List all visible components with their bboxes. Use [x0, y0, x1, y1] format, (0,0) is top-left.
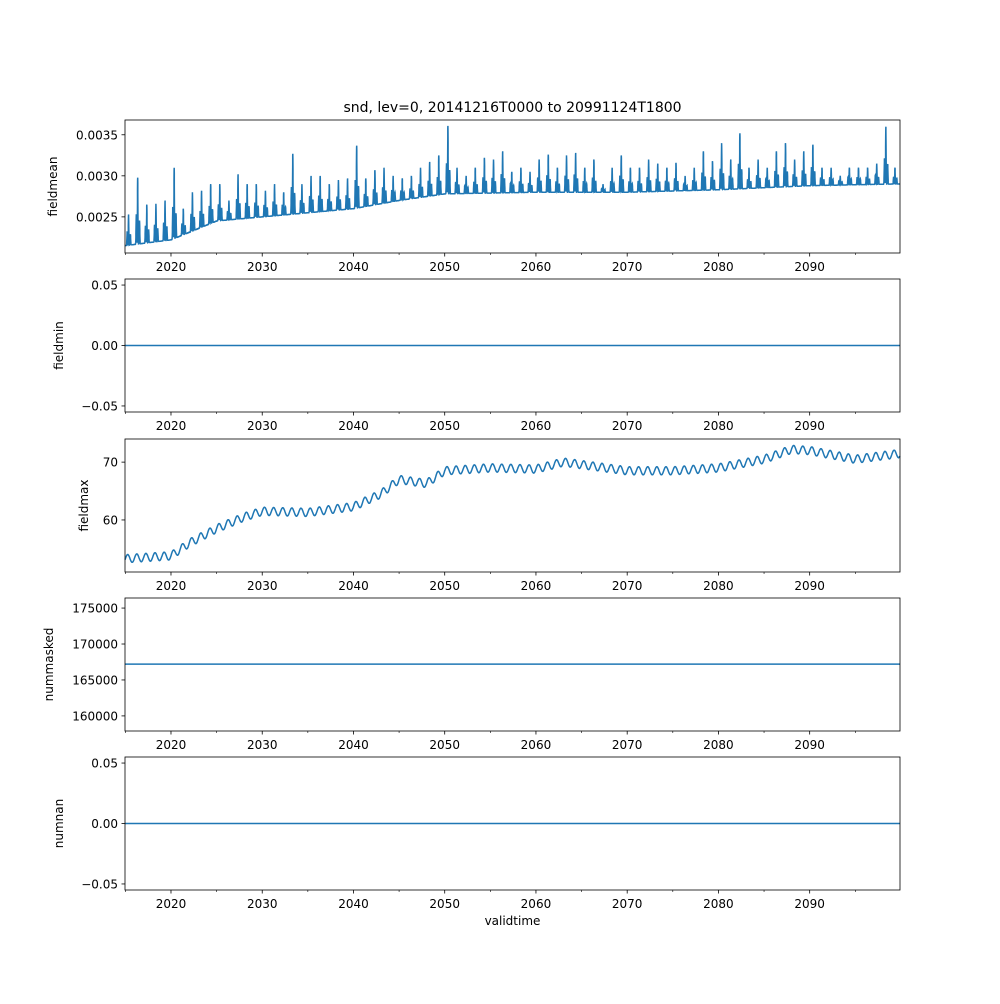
ytick-label: 0.05	[91, 757, 118, 771]
xtick-label: 2080	[703, 897, 734, 911]
xtick-label: 2030	[247, 260, 278, 274]
series-line-fieldmean	[125, 125, 900, 247]
xtick-label: 2090	[794, 579, 825, 593]
xtick-label: 2060	[521, 260, 552, 274]
ytick-label: 0.0025	[76, 210, 118, 224]
xtick-label: 2070	[612, 260, 643, 274]
xtick-label: 2050	[429, 260, 460, 274]
ytick-label: 0.0030	[76, 169, 118, 183]
series-line-fieldmax	[124, 444, 901, 564]
ytick-label: −0.05	[81, 877, 118, 891]
ylabel: nummasked	[42, 628, 56, 702]
xtick-label: 2040	[338, 897, 369, 911]
xtick-label: 2070	[612, 419, 643, 433]
ytick-label: 175000	[72, 602, 118, 616]
xtick-label: 2030	[247, 419, 278, 433]
xlabel: validtime	[485, 914, 541, 928]
ytick-label: 165000	[72, 673, 118, 687]
xtick-label: 2080	[703, 419, 734, 433]
xtick-label: 2090	[794, 260, 825, 274]
xtick-label: 2060	[521, 579, 552, 593]
xtick-label: 2030	[247, 579, 278, 593]
xtick-label: 2050	[429, 579, 460, 593]
ytick-label: 0.0035	[76, 128, 118, 142]
ytick-label: 70	[103, 456, 118, 470]
xtick-label: 2020	[156, 738, 187, 752]
xtick-label: 2060	[521, 897, 552, 911]
xtick-label: 2040	[338, 579, 369, 593]
ytick-label: 0.05	[91, 279, 118, 293]
xtick-label: 2090	[794, 897, 825, 911]
xtick-label: 2040	[338, 738, 369, 752]
xtick-label: 2080	[703, 738, 734, 752]
ylabel: fieldmin	[52, 321, 66, 370]
xtick-label: 2050	[429, 738, 460, 752]
xtick-label: 2040	[338, 419, 369, 433]
xtick-label: 2050	[429, 419, 460, 433]
xtick-label: 2070	[612, 579, 643, 593]
xtick-label: 2060	[521, 419, 552, 433]
ylabel: fieldmean	[46, 157, 60, 217]
axes-frame-nummasked	[124, 597, 901, 732]
ytick-label: 0.00	[91, 817, 118, 831]
xtick-label: 2080	[703, 579, 734, 593]
ylabel: fieldmax	[77, 479, 91, 531]
ylabel: numnan	[52, 799, 66, 848]
ytick-label: 160000	[72, 709, 118, 723]
xtick-label: 2030	[247, 738, 278, 752]
xtick-label: 2070	[612, 738, 643, 752]
xtick-label: 2090	[794, 419, 825, 433]
xtick-label: 2040	[338, 260, 369, 274]
xtick-label: 2030	[247, 897, 278, 911]
xtick-label: 2020	[156, 579, 187, 593]
axes-frame-fieldmean	[124, 119, 901, 254]
ytick-label: 0.00	[91, 339, 118, 353]
xtick-label: 2090	[794, 738, 825, 752]
xtick-label: 2020	[156, 897, 187, 911]
ytick-label: 170000	[72, 638, 118, 652]
ytick-label: 60	[103, 513, 118, 527]
chart-title: snd, lev=0, 20141216T0000 to 20991124T18…	[343, 100, 681, 116]
xtick-label: 2070	[612, 897, 643, 911]
xtick-label: 2020	[156, 260, 187, 274]
axes-frame-fieldmax	[124, 438, 901, 573]
xtick-label: 2050	[429, 897, 460, 911]
ytick-label: −0.05	[81, 399, 118, 413]
xtick-label: 2020	[156, 419, 187, 433]
xtick-label: 2080	[703, 260, 734, 274]
xtick-label: 2060	[521, 738, 552, 752]
